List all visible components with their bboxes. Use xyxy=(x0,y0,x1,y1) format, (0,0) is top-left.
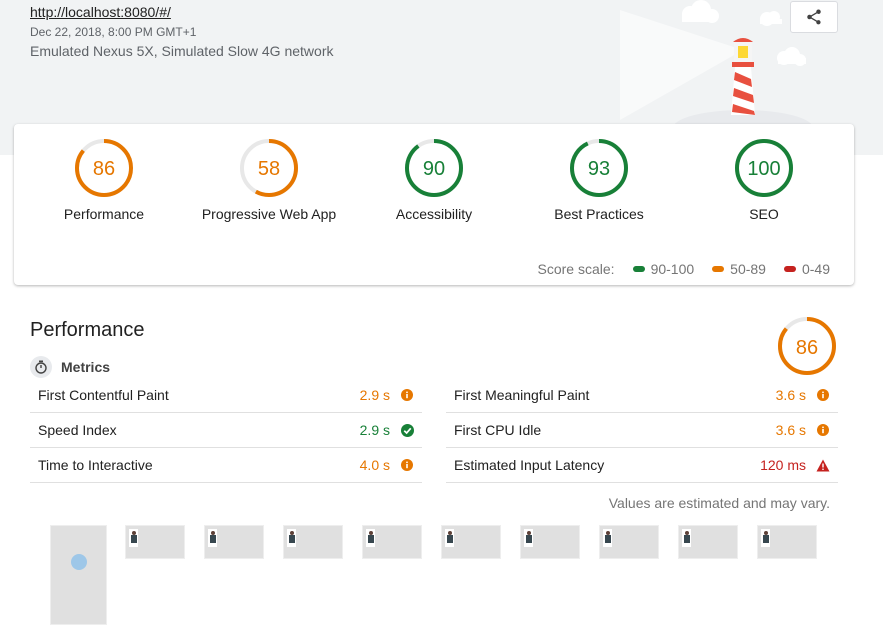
metric-row[interactable]: Estimated Input Latency 120 ms xyxy=(446,448,838,483)
filmstrip-frame xyxy=(441,525,501,559)
metric-row[interactable]: First CPU Idle 3.6 s xyxy=(446,413,838,448)
page-thumbnail-icon xyxy=(761,529,770,547)
metric-name: First CPU Idle xyxy=(454,422,542,438)
scale-average: 50-89 xyxy=(730,261,766,277)
gauge-score: 86 xyxy=(93,158,115,180)
filmstrip-frame xyxy=(678,525,738,559)
average-info-icon xyxy=(400,388,414,402)
share-button[interactable] xyxy=(790,1,838,33)
filmstrip-frame xyxy=(520,525,580,559)
gauge-accessibility[interactable]: 90 Accessibility xyxy=(349,138,519,222)
score-scale-legend: Score scale: 90-100 50-89 0-49 xyxy=(538,261,830,277)
metric-value: 3.6 s xyxy=(775,387,806,403)
report-environment: Emulated Nexus 5X, Simulated Slow 4G net… xyxy=(30,43,334,59)
filmstrip-frame xyxy=(50,525,107,625)
metric-value: 3.6 s xyxy=(775,422,806,438)
page-thumbnail-icon xyxy=(682,529,691,547)
filmstrip xyxy=(50,525,830,625)
page-thumbnail-icon xyxy=(287,529,296,547)
gauge-performance[interactable]: 86 Performance xyxy=(19,138,189,222)
share-icon xyxy=(807,9,821,25)
fail-warning-icon xyxy=(816,458,830,472)
metric-name: Speed Index xyxy=(38,422,117,438)
metric-value: 120 ms xyxy=(760,457,806,473)
filmstrip-frame xyxy=(599,525,659,559)
metric-name: Estimated Input Latency xyxy=(454,457,605,473)
average-info-icon xyxy=(816,388,830,402)
page-thumbnail-icon xyxy=(445,529,454,547)
scale-fail: 0-49 xyxy=(801,261,830,277)
tap-indicator-icon xyxy=(71,554,87,570)
estimate-note: Values are estimated and may vary. xyxy=(608,495,830,511)
gauge-label: Accessibility xyxy=(395,206,473,222)
gauge-score: 100 xyxy=(747,158,780,180)
page-thumbnail-icon xyxy=(366,529,375,547)
metrics-header: Metrics xyxy=(30,356,110,378)
metrics-title: Metrics xyxy=(61,359,111,375)
performance-section-title: Performance xyxy=(30,319,145,341)
gauge-seo[interactable]: 100 SEO xyxy=(679,138,849,222)
metric-name: First Meaningful Paint xyxy=(454,387,590,403)
gauge-pwa[interactable]: 58 Progressive Web App xyxy=(184,138,354,222)
stopwatch-icon xyxy=(30,356,52,378)
report-date: Dec 22, 2018, 8:00 PM GMT+1 xyxy=(30,25,197,39)
filmstrip-frame xyxy=(125,525,185,559)
metric-value: 4.0 s xyxy=(359,457,390,473)
gauge-best-practices[interactable]: 93 Best Practices xyxy=(514,138,684,222)
page-thumbnail-icon xyxy=(524,529,533,547)
metric-name: Time to Interactive xyxy=(38,457,153,473)
metric-name: First Contentful Paint xyxy=(38,387,169,403)
filmstrip-frame xyxy=(362,525,422,559)
filmstrip-frame xyxy=(757,525,817,559)
fail-dot-icon xyxy=(783,266,796,272)
filmstrip-frame xyxy=(283,525,343,559)
average-info-icon xyxy=(400,458,414,472)
gauge-ring: 100 xyxy=(735,139,793,197)
page-thumbnail-icon xyxy=(603,529,612,547)
metric-value: 2.9 s xyxy=(359,387,390,403)
gauge-label: Best Practices xyxy=(554,206,644,222)
gauge-ring: 86 xyxy=(75,139,133,197)
gauge-label: SEO xyxy=(749,206,779,222)
performance-gauge: 86 xyxy=(778,317,836,375)
average-info-icon xyxy=(816,423,830,437)
pass-dot-icon xyxy=(632,266,645,272)
page-thumbnail-icon xyxy=(129,529,138,547)
report-url-link[interactable]: http://localhost:8080/#/ xyxy=(30,4,171,20)
scale-pass: 90-100 xyxy=(650,261,695,277)
gauge-ring: 58 xyxy=(240,139,298,197)
gauge-label: Performance xyxy=(63,206,145,222)
gauge-score: 93 xyxy=(588,158,610,180)
metric-row[interactable]: First Meaningful Paint 3.6 s xyxy=(446,378,838,413)
filmstrip-frame xyxy=(204,525,264,559)
gauge-score: 58 xyxy=(258,158,280,180)
pass-check-icon xyxy=(400,423,414,437)
page-thumbnail-icon xyxy=(208,529,217,547)
metric-row[interactable]: First Contentful Paint 2.9 s xyxy=(30,378,422,413)
metrics-column-left: First Contentful Paint 2.9 s Speed Index… xyxy=(30,378,422,483)
score-scale-label: Score scale: xyxy=(537,261,615,277)
metrics-column-right: First Meaningful Paint 3.6 s First CPU I… xyxy=(446,378,838,483)
performance-score: 86 xyxy=(796,337,818,359)
average-dot-icon xyxy=(712,266,725,272)
gauge-label: Progressive Web App xyxy=(201,206,337,222)
score-summary-card: 86 Performance 58 Progressive Web App 90… xyxy=(14,124,854,285)
gauge-score: 90 xyxy=(423,158,445,180)
metric-row[interactable]: Time to Interactive 4.0 s xyxy=(30,448,422,483)
gauge-ring: 90 xyxy=(405,139,463,197)
gauge-ring: 93 xyxy=(570,139,628,197)
metric-value: 2.9 s xyxy=(359,422,390,438)
metric-row[interactable]: Speed Index 2.9 s xyxy=(30,413,422,448)
